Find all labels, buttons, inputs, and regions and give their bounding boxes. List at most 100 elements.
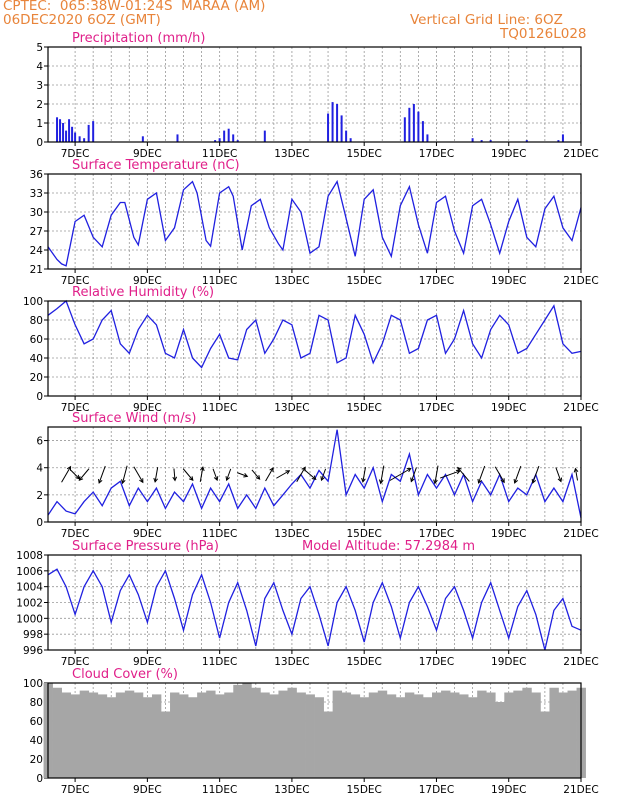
x-tick-label: 15DEC [346,275,381,287]
precip-bar [336,104,339,142]
wind-arrow [477,465,486,484]
wind-arrow [494,466,505,484]
precip-bar [403,117,406,142]
cloud-bar [160,711,171,778]
temperature-panel: 21 24 27 30 33 36 7DEC 9DEC 11DEC 13DEC 15DEC 17DEC… [30,158,599,287]
wind-arrow [199,466,205,482]
wind-arrow [573,467,579,481]
x-tick-label: 7DEC [61,148,90,160]
cloud-bar [79,690,90,778]
precip-bar [56,117,59,142]
x-tick-label: 19DEC [491,402,526,414]
wind-arrow [236,472,249,478]
wind-arrow [513,465,522,484]
precip-bar [83,138,86,142]
x-tick-label: 17DEC [419,402,454,414]
precip-bar [471,138,474,142]
cloud-bar [459,694,469,778]
y-tick-label: 80 [30,315,43,327]
y-tick-label: 0 [36,773,43,785]
y-tick-label: 24 [30,245,44,257]
cloud-bar [495,702,505,778]
cloud-bar [296,692,306,778]
x-tick-label: 7DEC [61,528,90,540]
wind-title: Surface Wind (m/s) [72,411,196,426]
precip-bar [68,119,71,142]
x-tick-label: 19DEC [491,275,526,287]
y-tick-label: 100 [23,678,43,690]
x-tick-label: 19DEC [491,148,526,160]
precip-bar [92,121,95,142]
cloud-bar [278,690,288,778]
precip-bar [232,134,235,142]
cloud-bar [97,694,108,778]
cloud-bar [549,687,559,778]
wind-arrow [457,466,470,482]
y-tick-label: 4 [36,61,43,73]
wind-arrow [172,468,178,482]
y-tick-label: 20 [30,372,43,384]
x-tick-label: 11DEC [202,784,237,796]
x-tick-label: 17DEC [419,148,454,160]
x-tick-label: 13DEC [274,402,309,414]
cloud-bar [531,692,541,778]
y-tick-label: 1000 [16,613,43,625]
x-tick-label: 15DEC [346,784,381,796]
humidity-line [47,299,582,369]
wind-arrow [133,466,144,484]
x-tick-label: 21DEC [563,275,598,287]
pressure-frame [47,554,582,651]
x-tick-label: 21DEC [563,402,598,414]
humidity-panel: 0 20 40 60 80 100 7DEC 9DEC 11DEC 13DEC 15DEC 17DEC… [23,285,599,414]
precip-bar [345,130,348,142]
y-tick-label: 20 [30,754,43,766]
cloud-bar [88,692,99,778]
pressure-title: Surface Pressure (hPa) [72,539,219,554]
cloud-bar [269,694,279,778]
x-tick-label: 7DEC [61,275,90,287]
wind-arrow [378,465,385,485]
x-tick-label: 15DEC [346,656,381,668]
wind-arrow [389,467,412,481]
cloud-cover-frame [47,682,582,779]
y-tick-label: 4 [36,463,43,475]
y-tick-label: 40 [30,353,43,365]
precipitation-frame [47,46,582,143]
x-tick-label: 7DEC [61,402,90,414]
cloud-bar [70,694,81,778]
wind-arrow [361,467,366,483]
precip-bar [417,111,420,142]
precip-bar [340,115,343,142]
y-tick-label: 3 [36,80,43,92]
cloud-bar [170,692,180,778]
wind-arrow [433,465,439,485]
x-tick-label: 17DEC [419,275,454,287]
precip-bar [561,134,564,142]
header-station: CPTEC: 065:38W-01:24S MARAA (AM) [3,0,266,14]
y-tick-label: 27 [30,226,43,238]
x-tick-label: 9DEC [133,528,162,540]
y-tick-label: 0 [36,391,43,403]
y-tick-label: 1004 [16,582,43,594]
x-tick-label: 13DEC [274,528,309,540]
wind-arrow [225,468,232,482]
x-tick-label: 21DEC [563,784,598,796]
cloud-bar [188,697,198,778]
precip-bar [331,102,334,142]
y-tick-label: 80 [30,697,43,709]
cloud-bar [61,692,72,778]
x-tick-label: 15DEC [346,148,381,160]
precip-bar [65,130,68,142]
cloud-bar [486,692,496,778]
x-tick-label: 21DEC [563,528,598,540]
y-tick-label: 40 [30,735,43,747]
y-tick-label: 1002 [16,598,43,610]
cloud-bar [314,697,324,778]
cloud-bar [142,697,153,778]
cloud-bar [350,694,361,778]
cloud-bar [377,690,388,778]
y-tick-label: 998 [23,629,43,641]
cloud-bar [242,683,252,778]
cloud-bar [567,690,577,778]
x-tick-label: 21DEC [563,656,598,668]
